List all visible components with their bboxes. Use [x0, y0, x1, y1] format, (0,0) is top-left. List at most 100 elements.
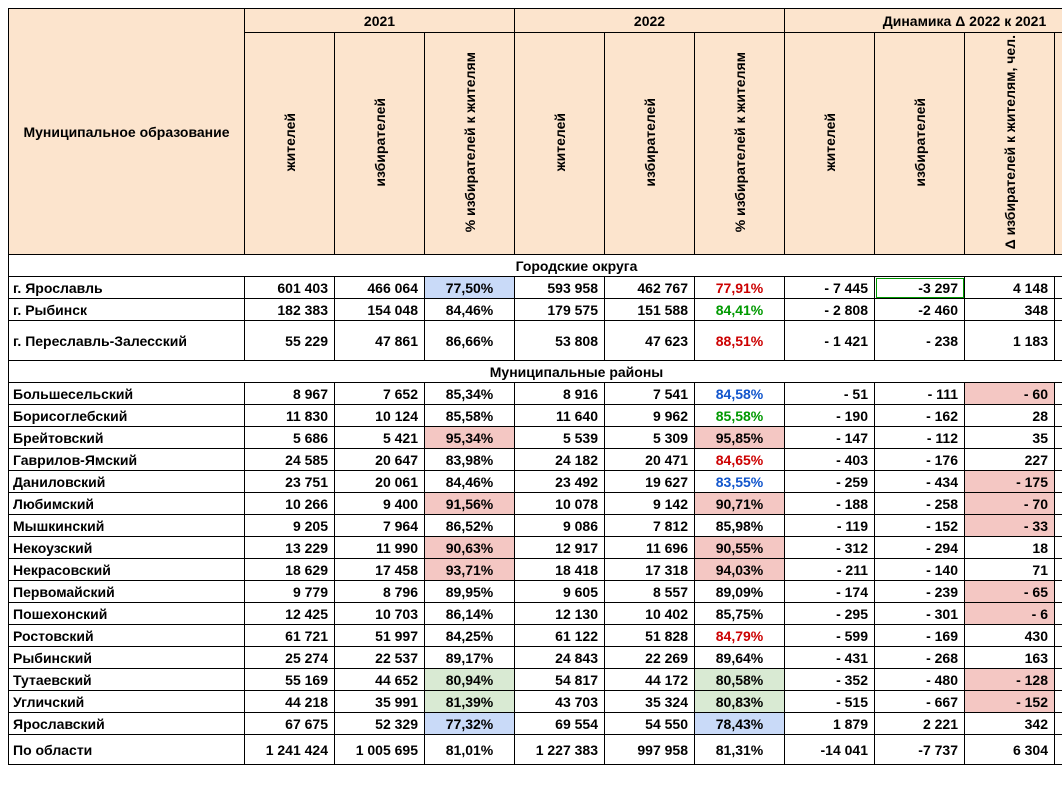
cell: 54 817	[515, 669, 605, 691]
cell: 12 917	[515, 537, 605, 559]
cell: 81,31%	[695, 735, 785, 765]
cell: - 2 808	[785, 299, 875, 321]
cell: 44 652	[335, 669, 425, 691]
cell: 54 550	[605, 713, 695, 735]
table-row: Брейтовский5 6865 42195,34%5 5395 30995,…	[9, 427, 1062, 449]
cell: 151 588	[605, 299, 695, 321]
cell: 83,98%	[425, 449, 515, 471]
cell: 127,73%	[1055, 515, 1062, 537]
cell: - 238	[875, 321, 965, 361]
cell: -2 460	[875, 299, 965, 321]
cell: Борисоглебский	[9, 405, 245, 427]
section-label: Городские округа	[9, 255, 1062, 277]
cell: - 301	[875, 603, 965, 625]
cell: 5 421	[335, 427, 425, 449]
table-row: Даниловский23 75120 06184,46%23 49219 62…	[9, 471, 1062, 493]
cell: 80,94%	[425, 669, 515, 691]
cell: 85,58%	[695, 405, 785, 427]
cell: 10 266	[245, 493, 335, 515]
col-group-2021: 2021	[245, 9, 515, 33]
cell: 84,58%	[695, 383, 785, 405]
cell: 90,71%	[695, 493, 785, 515]
cell: 85,98%	[695, 515, 785, 537]
cell: -7 737	[875, 735, 965, 765]
cell: 227	[965, 449, 1055, 471]
cell: - 176	[875, 449, 965, 471]
cell: 7 541	[605, 383, 695, 405]
cell: 28	[965, 405, 1055, 427]
cell: 6 304	[965, 735, 1055, 765]
cell: - 352	[785, 669, 875, 691]
cell: 11 640	[515, 405, 605, 427]
cell: 137,36%	[1055, 581, 1062, 603]
col-d-voters-pct: Δ избирателей к жителям, %	[1055, 33, 1062, 255]
table-row: г. Ярославль601 403466 06477,50%593 9584…	[9, 277, 1062, 299]
table-row: Рыбинский25 27422 53789,17%24 84322 2698…	[9, 647, 1062, 669]
cell: - 169	[875, 625, 965, 647]
cell: 10 703	[335, 603, 425, 625]
cell: 88,51%	[695, 321, 785, 361]
cell: - 188	[785, 493, 875, 515]
cell: 83,55%	[695, 471, 785, 493]
cell: 84,46%	[425, 471, 515, 493]
cell: 9 962	[605, 405, 695, 427]
section-row: Городские округа	[9, 255, 1062, 277]
cell: 9 205	[245, 515, 335, 537]
cell: 77,32%	[425, 713, 515, 735]
cell: 89,17%	[425, 647, 515, 669]
cell: 1 241 424	[245, 735, 335, 765]
cell: Гаврилов-Ямский	[9, 449, 245, 471]
cell: 86,66%	[425, 321, 515, 361]
cell: 43,67%	[1055, 449, 1062, 471]
table-row: Некоузский13 22911 99090,63%12 91711 696…	[9, 537, 1062, 559]
cell: 10 124	[335, 405, 425, 427]
cell: 11 990	[335, 537, 425, 559]
cell: 23 492	[515, 471, 605, 493]
cell: 55,10%	[1055, 735, 1062, 765]
cell: Некоузский	[9, 537, 245, 559]
cell: 84,41%	[695, 299, 785, 321]
cell: 342	[965, 713, 1055, 735]
cell: Даниловский	[9, 471, 245, 493]
table-row: Тутаевский55 16944 65280,94%54 81744 172…	[9, 669, 1062, 691]
cell: 55 229	[245, 321, 335, 361]
cell: 77,91%	[695, 277, 785, 299]
cell: 55 169	[245, 669, 335, 691]
cell: - 434	[875, 471, 965, 493]
col-voters-21: избирателей	[335, 33, 425, 255]
cell: 18 629	[245, 559, 335, 581]
cell: 9 142	[605, 493, 695, 515]
table-row: Большесельский8 9677 65285,34%8 9167 541…	[9, 383, 1062, 405]
col-voters-22: избирателей	[605, 33, 695, 255]
cell: - 211	[785, 559, 875, 581]
cell: - 431	[785, 647, 875, 669]
cell: 67 675	[245, 713, 335, 735]
cell: 87,61%	[1055, 299, 1062, 321]
cell: 84,25%	[425, 625, 515, 647]
cell: 89,09%	[695, 581, 785, 603]
table-row: г. Переславль-Залесский55 22947 86186,66…	[9, 321, 1062, 361]
cell: Любимский	[9, 493, 245, 515]
cell: 81,01%	[425, 735, 515, 765]
cell: Ростовский	[9, 625, 245, 647]
col-group-2022: 2022	[515, 9, 785, 33]
cell: 24 843	[515, 647, 605, 669]
col-d-voters-ppl: Δ избирателей к жителям, чел.	[965, 33, 1055, 255]
cell: - 175	[965, 471, 1055, 493]
cell: 17 458	[335, 559, 425, 581]
cell: 2 221	[875, 713, 965, 735]
cell: 136,36%	[1055, 669, 1062, 691]
cell: - 147	[785, 427, 875, 449]
cell: 85,34%	[425, 383, 515, 405]
cell: - 111	[875, 383, 965, 405]
cell: - 190	[785, 405, 875, 427]
cell: 137,23%	[1055, 493, 1062, 515]
table-row: Ростовский61 72151 99784,25%61 12251 828…	[9, 625, 1062, 647]
cell: - 162	[875, 405, 965, 427]
cell: 462 767	[605, 277, 695, 299]
cell: 8 796	[335, 581, 425, 603]
table-row: Мышкинский9 2057 96486,52%9 0867 81285,9…	[9, 515, 1062, 537]
cell: - 60	[965, 383, 1055, 405]
cell: - 599	[785, 625, 875, 647]
cell: - 152	[875, 515, 965, 537]
